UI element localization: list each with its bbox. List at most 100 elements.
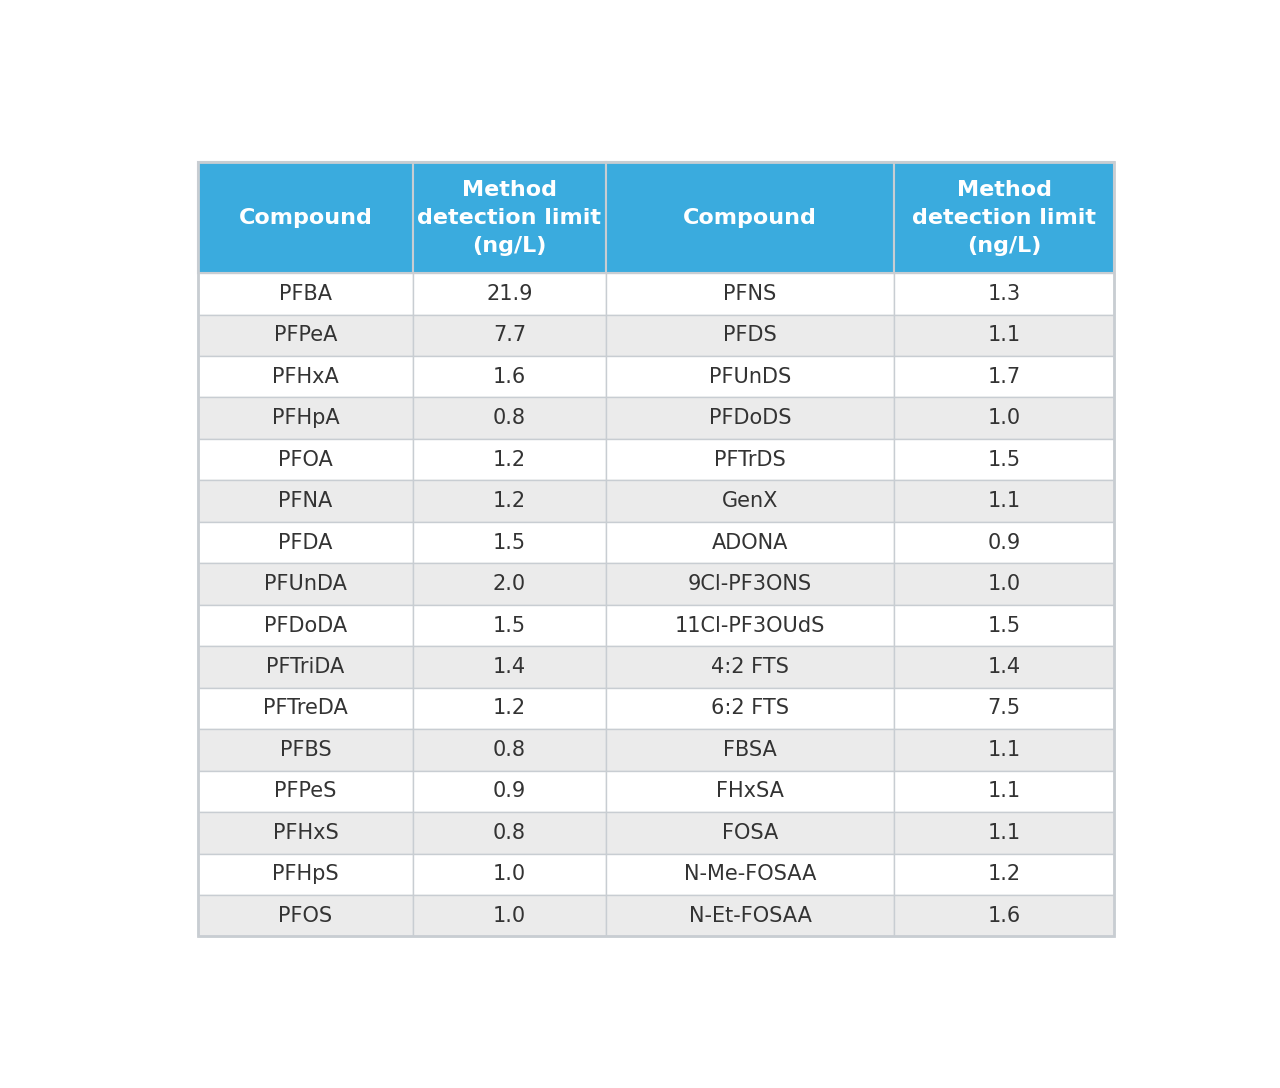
- Text: FBSA: FBSA: [723, 740, 777, 759]
- Text: 1.2: 1.2: [988, 864, 1021, 885]
- Text: Compound: Compound: [238, 208, 372, 227]
- Text: PFNS: PFNS: [723, 284, 777, 304]
- Bar: [413, 770, 605, 812]
- Text: 1.2: 1.2: [493, 449, 526, 470]
- Bar: [413, 688, 605, 729]
- Bar: [605, 356, 895, 397]
- Text: 1.1: 1.1: [988, 781, 1021, 802]
- Bar: [895, 273, 1115, 314]
- Text: PFTreDA: PFTreDA: [262, 698, 348, 718]
- Bar: [413, 438, 605, 481]
- Bar: [895, 646, 1115, 688]
- Text: 1.7: 1.7: [988, 367, 1021, 386]
- Text: 1.5: 1.5: [988, 616, 1021, 635]
- Bar: [895, 605, 1115, 646]
- Text: ADONA: ADONA: [712, 533, 788, 553]
- Text: 7.5: 7.5: [988, 698, 1021, 718]
- Bar: [197, 438, 413, 481]
- Text: 4:2 FTS: 4:2 FTS: [710, 657, 788, 677]
- Bar: [197, 356, 413, 397]
- Bar: [605, 162, 895, 273]
- Text: PFUnDA: PFUnDA: [264, 574, 347, 594]
- Bar: [197, 605, 413, 646]
- Bar: [197, 895, 413, 937]
- Bar: [895, 356, 1115, 397]
- Bar: [197, 729, 413, 770]
- Text: PFTriDA: PFTriDA: [266, 657, 344, 677]
- Text: 1.4: 1.4: [988, 657, 1021, 677]
- Bar: [197, 564, 413, 605]
- Bar: [413, 729, 605, 770]
- Bar: [605, 314, 895, 356]
- Bar: [197, 812, 413, 854]
- Text: PFPeA: PFPeA: [274, 325, 337, 345]
- Text: PFNA: PFNA: [278, 491, 333, 511]
- Text: PFTrDS: PFTrDS: [714, 449, 786, 470]
- Text: 1.1: 1.1: [988, 491, 1021, 511]
- Text: 11Cl-PF3OUdS: 11Cl-PF3OUdS: [675, 616, 826, 635]
- Bar: [413, 522, 605, 564]
- Text: 6:2 FTS: 6:2 FTS: [710, 698, 788, 718]
- Text: 0.9: 0.9: [988, 533, 1021, 553]
- Text: 1.6: 1.6: [988, 905, 1021, 926]
- Bar: [605, 770, 895, 812]
- Text: PFDoDS: PFDoDS: [709, 408, 791, 429]
- Text: 1.2: 1.2: [493, 698, 526, 718]
- Text: 1.4: 1.4: [493, 657, 526, 677]
- Bar: [413, 564, 605, 605]
- Text: GenX: GenX: [722, 491, 778, 511]
- Text: 1.1: 1.1: [988, 325, 1021, 345]
- Bar: [197, 273, 413, 314]
- Bar: [605, 688, 895, 729]
- Bar: [413, 162, 605, 273]
- Text: 1.5: 1.5: [493, 533, 526, 553]
- Text: 1.5: 1.5: [988, 449, 1021, 470]
- Text: 21.9: 21.9: [486, 284, 532, 304]
- Text: 0.8: 0.8: [493, 408, 526, 429]
- Bar: [895, 688, 1115, 729]
- Bar: [895, 438, 1115, 481]
- Text: PFOS: PFOS: [278, 905, 333, 926]
- Bar: [895, 854, 1115, 895]
- Bar: [605, 273, 895, 314]
- Bar: [605, 854, 895, 895]
- Text: PFHxA: PFHxA: [273, 367, 339, 386]
- Bar: [413, 481, 605, 522]
- Bar: [895, 812, 1115, 854]
- Text: PFDoDA: PFDoDA: [264, 616, 347, 635]
- Text: PFBA: PFBA: [279, 284, 332, 304]
- Bar: [413, 397, 605, 438]
- Bar: [605, 397, 895, 438]
- Bar: [895, 729, 1115, 770]
- Bar: [605, 481, 895, 522]
- Text: 1.5: 1.5: [493, 616, 526, 635]
- Bar: [895, 162, 1115, 273]
- Bar: [605, 895, 895, 937]
- Text: FOSA: FOSA: [722, 823, 778, 843]
- Bar: [197, 854, 413, 895]
- Text: 0.9: 0.9: [493, 781, 526, 802]
- Bar: [895, 481, 1115, 522]
- Text: 9Cl-PF3ONS: 9Cl-PF3ONS: [687, 574, 812, 594]
- Text: 0.8: 0.8: [493, 740, 526, 759]
- Text: 1.0: 1.0: [493, 864, 526, 885]
- Bar: [895, 564, 1115, 605]
- Text: PFHxS: PFHxS: [273, 823, 338, 843]
- Bar: [895, 522, 1115, 564]
- Text: Method
detection limit
(ng/L): Method detection limit (ng/L): [417, 180, 602, 256]
- Text: N-Me-FOSAA: N-Me-FOSAA: [684, 864, 817, 885]
- Text: 1.0: 1.0: [988, 574, 1021, 594]
- Bar: [413, 812, 605, 854]
- Bar: [605, 646, 895, 688]
- Text: FHxSA: FHxSA: [716, 781, 783, 802]
- Bar: [197, 481, 413, 522]
- Text: Compound: Compound: [684, 208, 817, 227]
- Bar: [197, 397, 413, 438]
- Bar: [413, 314, 605, 356]
- Bar: [197, 646, 413, 688]
- Bar: [605, 438, 895, 481]
- Bar: [197, 314, 413, 356]
- Text: PFHpA: PFHpA: [271, 408, 339, 429]
- Bar: [413, 273, 605, 314]
- Text: Method
detection limit
(ng/L): Method detection limit (ng/L): [913, 180, 1096, 256]
